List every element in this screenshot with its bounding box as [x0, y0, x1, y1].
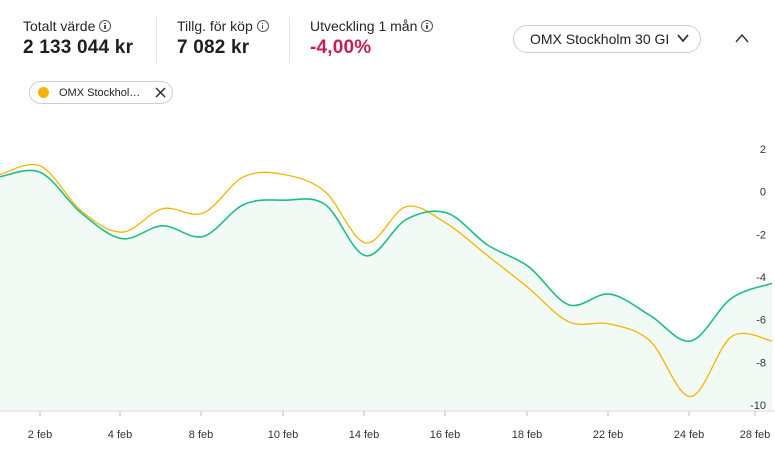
y-tick-label: -4	[756, 272, 766, 284]
series-line-index	[0, 164, 773, 398]
x-tick-label: 8 feb	[189, 429, 213, 441]
x-tick-label: 24 feb	[674, 429, 705, 441]
x-tick-label: 2 feb	[28, 429, 52, 441]
x-tick-label: 22 feb	[593, 429, 624, 441]
close-icon[interactable]	[155, 87, 166, 98]
series-line-portfolio	[0, 169, 773, 342]
portfolio-area	[0, 170, 772, 411]
y-tick-label: -8	[756, 357, 766, 369]
y-tick-label: -2	[756, 229, 766, 241]
x-tick-label: 14 feb	[349, 429, 380, 441]
development-value: -4,00%	[310, 37, 372, 58]
x-tick-label: 18 feb	[512, 429, 543, 441]
available-to-buy-value: 7 082 kr	[177, 37, 250, 58]
development-label: Utveckling 1 mån	[310, 18, 418, 34]
total-value: 2 133 044 kr	[23, 37, 134, 58]
chip-label: OMX Stockhol…	[59, 86, 141, 99]
info-icon[interactable]	[99, 20, 112, 32]
x-tick-label: 16 feb	[430, 429, 461, 441]
x-tick-label: 4 feb	[108, 429, 132, 441]
compare-index-chip: OMX Stockhol…	[29, 81, 173, 104]
available-to-buy-stat: Tillg. för köp 7 082 kr	[177, 18, 269, 59]
chevron-down-icon	[677, 34, 689, 43]
series-color-dot	[38, 87, 49, 98]
available-to-buy-label: Tillg. för köp	[177, 18, 253, 34]
total-value-label: Totalt värde	[23, 18, 96, 34]
divider	[156, 17, 157, 63]
index-compare-select[interactable]: OMX Stockholm 30 GI	[513, 25, 701, 53]
y-tick-label: -6	[756, 315, 766, 327]
x-tick-label: 28 feb	[740, 429, 771, 441]
info-icon[interactable]	[421, 20, 434, 32]
y-tick-label: 0	[760, 187, 766, 199]
index-select-value: OMX Stockholm 30 GI	[530, 31, 670, 47]
info-icon[interactable]	[256, 20, 269, 32]
chevron-up-icon[interactable]	[733, 31, 751, 45]
x-tick-label: 10 feb	[268, 429, 299, 441]
development-stat: Utveckling 1 mån -4,00%	[310, 18, 434, 59]
total-value-stat: Totalt värde 2 133 044 kr	[23, 18, 133, 59]
y-tick-label: -10	[750, 400, 766, 412]
divider	[289, 17, 290, 63]
y-tick-label: 2	[760, 144, 766, 156]
